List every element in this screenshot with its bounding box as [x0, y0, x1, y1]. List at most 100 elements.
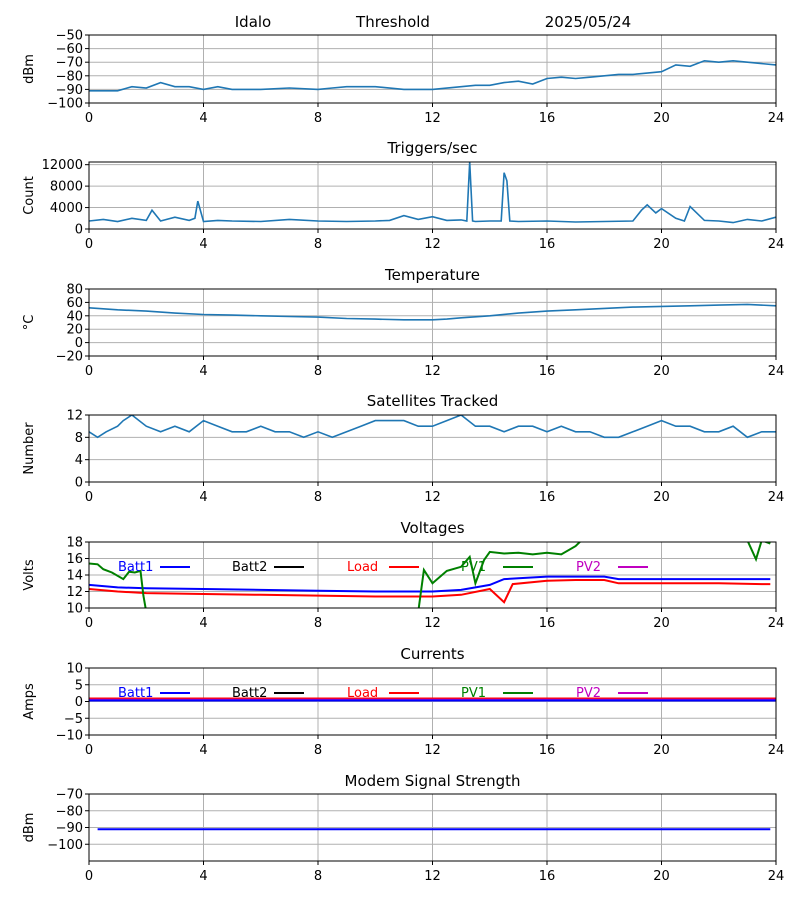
- x-tick-label: 16: [539, 111, 556, 126]
- y-tick-label: 12000: [42, 158, 83, 173]
- y-tick-label: 60: [66, 296, 83, 311]
- x-tick-label: 8: [314, 869, 322, 884]
- series-group: [89, 542, 771, 608]
- y-tick-label: 20: [66, 323, 83, 338]
- x-tick-label: 16: [539, 237, 556, 252]
- station-name: Idalo: [235, 13, 271, 31]
- series-line-batt1: [89, 575, 771, 593]
- chart-panel: 0 4 8 12 16 20 24 −100 −90 −80−70 Modem Signal Str…: [22, 772, 784, 884]
- y-tick-label: 0: [75, 223, 83, 238]
- x-tick-label: 0: [85, 743, 93, 758]
- x-tick-label: 24: [768, 237, 785, 252]
- x-tick-label: 16: [539, 743, 556, 758]
- y-tick-label: −70: [56, 56, 83, 71]
- y-tick-label: 10: [66, 602, 83, 617]
- y-tick-label: −60: [56, 42, 83, 57]
- x-tick-label: 4: [199, 616, 207, 631]
- x-tick-label: 20: [653, 616, 670, 631]
- x-tick-label: 12: [424, 743, 441, 758]
- y-tick-label: 40: [66, 309, 83, 324]
- series-line: [89, 59, 776, 92]
- y-tick-label: 10: [66, 662, 83, 677]
- series-line: [89, 303, 776, 321]
- x-tick-label: 8: [314, 616, 322, 631]
- x-tick-label: 24: [768, 616, 785, 631]
- x-tick-label: 4: [199, 869, 207, 884]
- panel-title: Satellites Tracked: [367, 392, 498, 410]
- y-axis-label: °C: [22, 315, 37, 331]
- y-tick-label: 0: [75, 336, 83, 351]
- x-tick-label: 8: [314, 490, 322, 505]
- y-tick-label: −90: [56, 821, 83, 836]
- y-tick-label: 4000: [50, 201, 83, 216]
- y-tick-label: 80: [66, 283, 83, 298]
- x-tick-label: 16: [539, 490, 556, 505]
- legend-label: PV2: [576, 686, 601, 701]
- series-line: [89, 415, 776, 439]
- series-group: [89, 162, 776, 224]
- y-axis-label: dBm: [22, 54, 37, 84]
- x-tick-label: 24: [768, 490, 785, 505]
- legend-label: PV1: [461, 686, 486, 701]
- y-tick-label: 8: [75, 431, 83, 446]
- y-tick-label: 0: [75, 476, 83, 491]
- y-tick-label: −5: [64, 712, 83, 727]
- y-tick-label: −100: [47, 97, 83, 112]
- x-tick-label: 24: [768, 743, 785, 758]
- series-line-load: [89, 579, 771, 604]
- x-tick-label: 12: [424, 490, 441, 505]
- y-tick-label: −90: [56, 83, 83, 98]
- y-tick-label: −10: [56, 729, 83, 744]
- x-tick-label: 16: [539, 616, 556, 631]
- x-tick-label: 0: [85, 869, 93, 884]
- x-tick-label: 0: [85, 364, 93, 379]
- y-tick-label: 4: [75, 453, 83, 468]
- y-tick-label: 14: [66, 569, 83, 584]
- x-tick-label: 12: [424, 869, 441, 884]
- y-axis-label: Number: [22, 422, 37, 475]
- x-tick-label: 24: [768, 364, 785, 379]
- x-tick-label: 20: [653, 743, 670, 758]
- chart-panel: 0 4 8 12 16 20 24 0 4000 8000 12000 Triggers/sec Cou…: [22, 139, 784, 252]
- x-tick-label: 4: [199, 490, 207, 505]
- x-tick-label: 20: [653, 869, 670, 884]
- legend-label: Load: [347, 686, 378, 701]
- y-tick-label: 0: [75, 695, 83, 710]
- x-tick-label: 8: [314, 111, 322, 126]
- y-tick-label: 18: [66, 536, 83, 551]
- y-tick-label: −70: [56, 788, 83, 803]
- x-tick-label: 0: [85, 111, 93, 126]
- legend-label: PV1: [461, 560, 486, 575]
- x-tick-label: 20: [653, 364, 670, 379]
- panel-title: Triggers/sec: [387, 139, 478, 157]
- x-tick-label: 12: [424, 364, 441, 379]
- legend-label: Load: [347, 560, 378, 575]
- y-axis-label: dBm: [22, 813, 37, 843]
- x-tick-label: 20: [653, 111, 670, 126]
- x-tick-label: 20: [653, 237, 670, 252]
- x-tick-label: 12: [424, 616, 441, 631]
- panel-title: Currents: [400, 645, 464, 663]
- series-group: [89, 59, 776, 92]
- x-tick-label: 12: [424, 111, 441, 126]
- x-tick-label: 8: [314, 237, 322, 252]
- legend-label: Batt1: [118, 560, 153, 575]
- y-tick-label: 12: [66, 585, 83, 600]
- y-axis-label: Count: [22, 176, 37, 215]
- header-subtitle: Threshold: [355, 13, 430, 31]
- x-tick-label: 0: [85, 237, 93, 252]
- panel-title: Temperature: [384, 266, 480, 284]
- x-tick-label: 8: [314, 743, 322, 758]
- header-date: 2025/05/24: [545, 13, 631, 31]
- x-tick-label: 4: [199, 237, 207, 252]
- x-tick-label: 0: [85, 616, 93, 631]
- panel-title: Modem Signal Strength: [345, 772, 521, 790]
- x-tick-label: 4: [199, 364, 207, 379]
- series-group: [89, 415, 776, 439]
- y-axis-label: Volts: [22, 559, 37, 591]
- chart-panel: 0 4 8 12 16 20 24 −100−90−80−70−60−50 dBm: [22, 29, 784, 127]
- series-group: [89, 303, 776, 321]
